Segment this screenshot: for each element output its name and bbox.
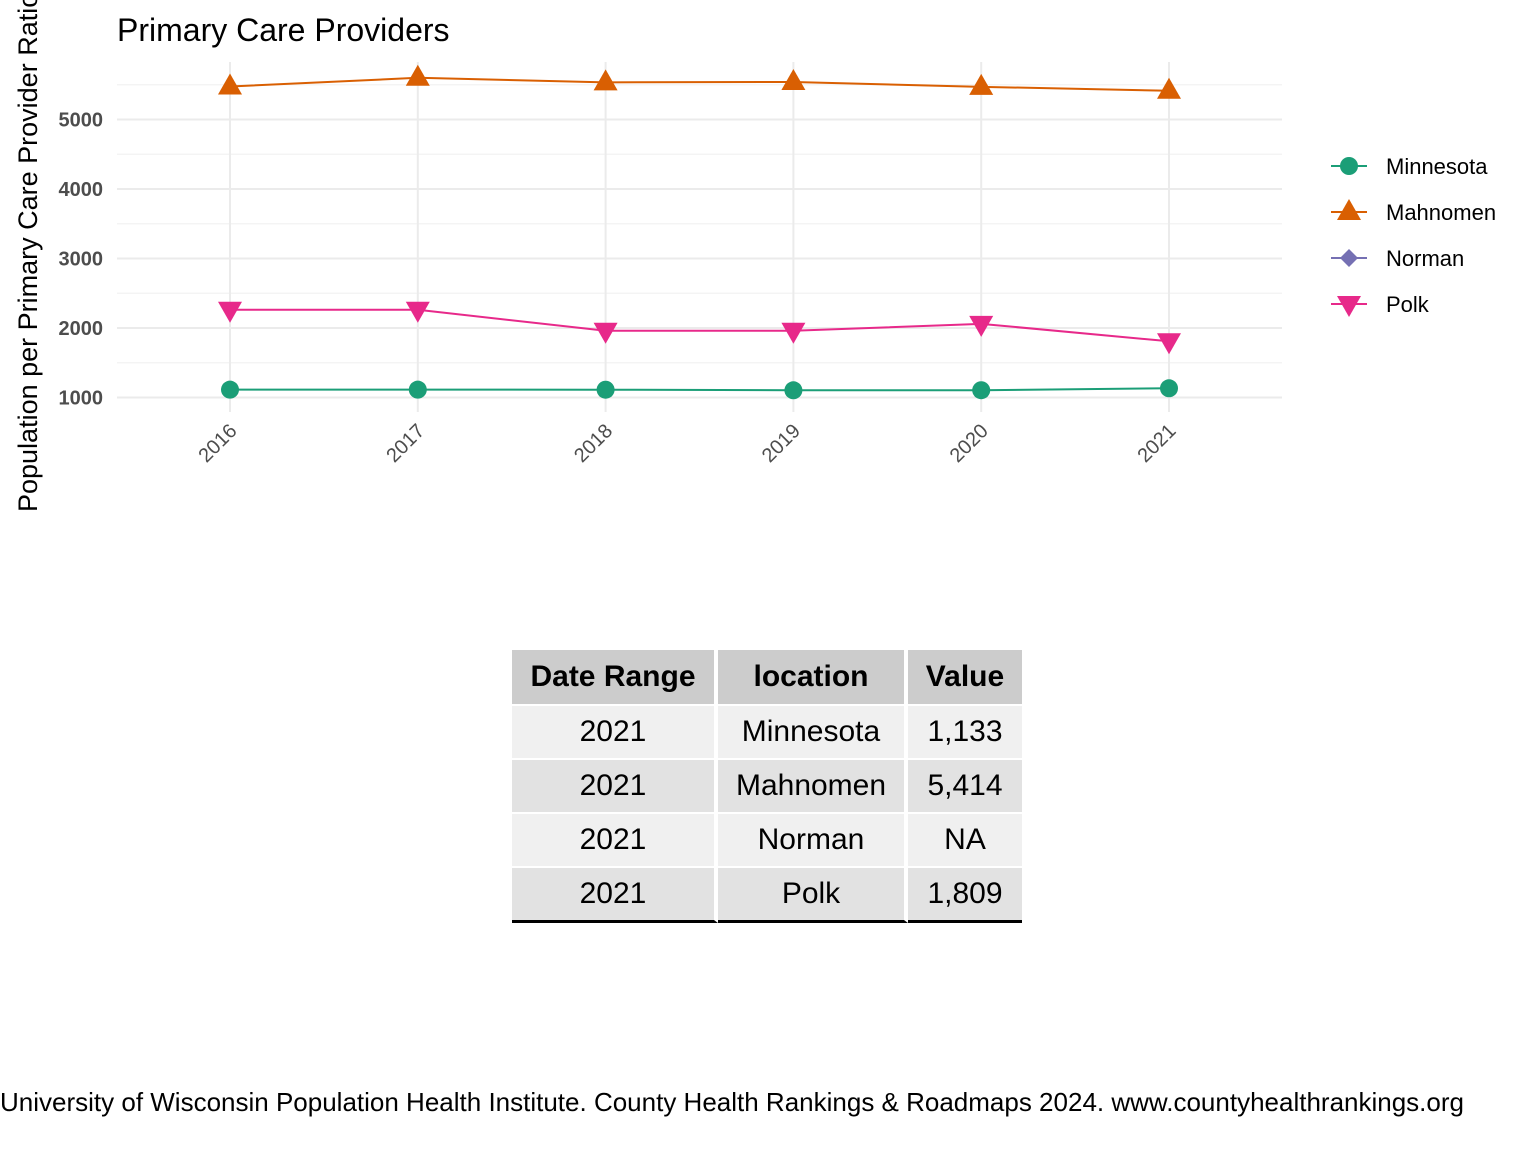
x-tick-label: 2016	[195, 420, 242, 467]
chart-title: Primary Care Providers	[117, 12, 450, 48]
legend-label: Norman	[1386, 246, 1464, 271]
data-point-mahnomen	[969, 73, 994, 95]
legend-key-marker	[1340, 249, 1358, 267]
data-point-polk	[405, 301, 430, 323]
data-point-minnesota	[596, 380, 615, 399]
data-point-polk	[969, 315, 994, 337]
x-tick-label: 2018	[570, 420, 617, 467]
y-tick-label: 4000	[59, 179, 104, 201]
x-tick-label: 2020	[946, 420, 993, 467]
data-point-mahnomen	[781, 68, 806, 90]
legend-key-marker	[1337, 199, 1361, 220]
table-cell: 2021	[512, 814, 718, 868]
x-tick-label: 2021	[1134, 420, 1181, 467]
table-row: 2021 Mahnomen 5,414	[512, 760, 1022, 814]
table-header-row: Date Range location Value	[512, 650, 1022, 706]
grid	[117, 62, 1282, 412]
table-cell: 5,414	[908, 760, 1022, 814]
table-cell: Norman	[718, 814, 908, 868]
table-header-date-range: Date Range	[512, 650, 718, 706]
series-line-minnesota	[230, 387, 1170, 392]
table-header-location: location	[718, 650, 908, 706]
y-tick-label: 1000	[59, 388, 104, 410]
data-table: Date Range location Value 2021 Minnesota…	[512, 650, 1022, 923]
source-caption: University of Wisconsin Population Healt…	[0, 1087, 1464, 1117]
legend: Minnesota Mahnomen Norman Polk	[1331, 154, 1496, 317]
y-tick-label: 5000	[59, 110, 104, 132]
legend-label: Polk	[1386, 292, 1430, 317]
data-point-minnesota	[408, 380, 427, 399]
y-tick-label: 2000	[59, 318, 104, 340]
x-tick-label: 2019	[758, 420, 805, 467]
legend-label: Mahnomen	[1386, 200, 1496, 225]
table-cell: 1,133	[908, 706, 1022, 760]
series-line-polk	[230, 308, 1170, 343]
table-cell: 2021	[512, 760, 718, 814]
data-point-mahnomen	[1157, 77, 1181, 99]
y-tick-label: 3000	[59, 249, 104, 271]
data-point-polk	[218, 301, 242, 323]
table-header-value: Value	[908, 650, 1022, 706]
data-point-polk	[1157, 333, 1181, 355]
table-cell: 2021	[512, 706, 718, 760]
legend-key-marker	[1337, 296, 1361, 317]
data-point-mahnomen	[218, 73, 242, 95]
table-cell: 2021	[512, 868, 718, 923]
data-point-polk	[593, 322, 618, 344]
table-cell: Polk	[718, 868, 908, 923]
axis-layer: 1000 2000 3000 4000 5000 2016 2017 2018 2019 2020…	[59, 110, 1181, 468]
data-point-mahnomen	[593, 69, 618, 91]
table-cell: Mahnomen	[718, 760, 908, 814]
data-point-minnesota	[1160, 379, 1178, 398]
table-cell: 1,809	[908, 868, 1022, 923]
line-chart: 1000 2000 3000 4000 5000 2016 2017 2018 2019 2020…	[13, 0, 1496, 512]
data-point-mahnomen	[405, 64, 430, 86]
data-point-minnesota	[221, 380, 239, 399]
table-row: 2021 Norman NA	[512, 814, 1022, 868]
legend-key-marker	[1340, 157, 1358, 175]
legend-label: Minnesota	[1386, 154, 1488, 179]
data-point-minnesota	[972, 381, 991, 400]
y-axis-title: Population per Primary Care Provider Rat…	[13, 0, 43, 512]
series-layer	[218, 64, 1181, 400]
table-cell: NA	[908, 814, 1022, 868]
x-tick-label: 2017	[382, 420, 429, 467]
table-row: 2021 Polk 1,809	[512, 868, 1022, 923]
table-row: 2021 Minnesota 1,133	[512, 706, 1022, 760]
data-point-polk	[781, 322, 806, 344]
series-line-mahnomen	[229, 76, 1170, 92]
table-cell: Minnesota	[718, 706, 908, 760]
data-point-minnesota	[784, 381, 803, 400]
